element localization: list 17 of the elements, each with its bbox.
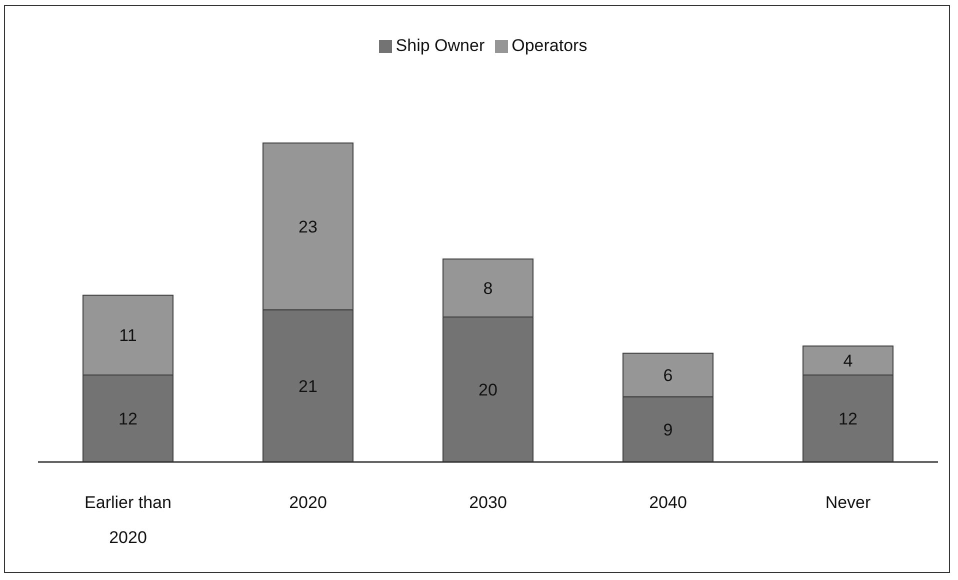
data-label: 21: [298, 376, 318, 396]
data-label: 9: [663, 420, 673, 440]
data-label: 8: [483, 279, 493, 298]
data-label: 11: [119, 326, 137, 346]
x-tick-label: Never: [825, 493, 872, 512]
data-label: 12: [118, 410, 138, 429]
data-label: 20: [478, 380, 498, 400]
legend-label: Ship Owner: [396, 36, 485, 55]
data-label: 4: [843, 352, 853, 371]
x-tick-label: Earlier than 2020: [84, 493, 172, 547]
data-label: 12: [838, 410, 858, 429]
x-tick-label: 2030: [469, 493, 507, 512]
data-label: 6: [663, 366, 673, 386]
data-label: 23: [298, 217, 318, 236]
legend-label: Operators: [512, 36, 588, 55]
x-tick-label: 2020: [289, 493, 327, 512]
x-tick-label: 2040: [649, 493, 687, 512]
